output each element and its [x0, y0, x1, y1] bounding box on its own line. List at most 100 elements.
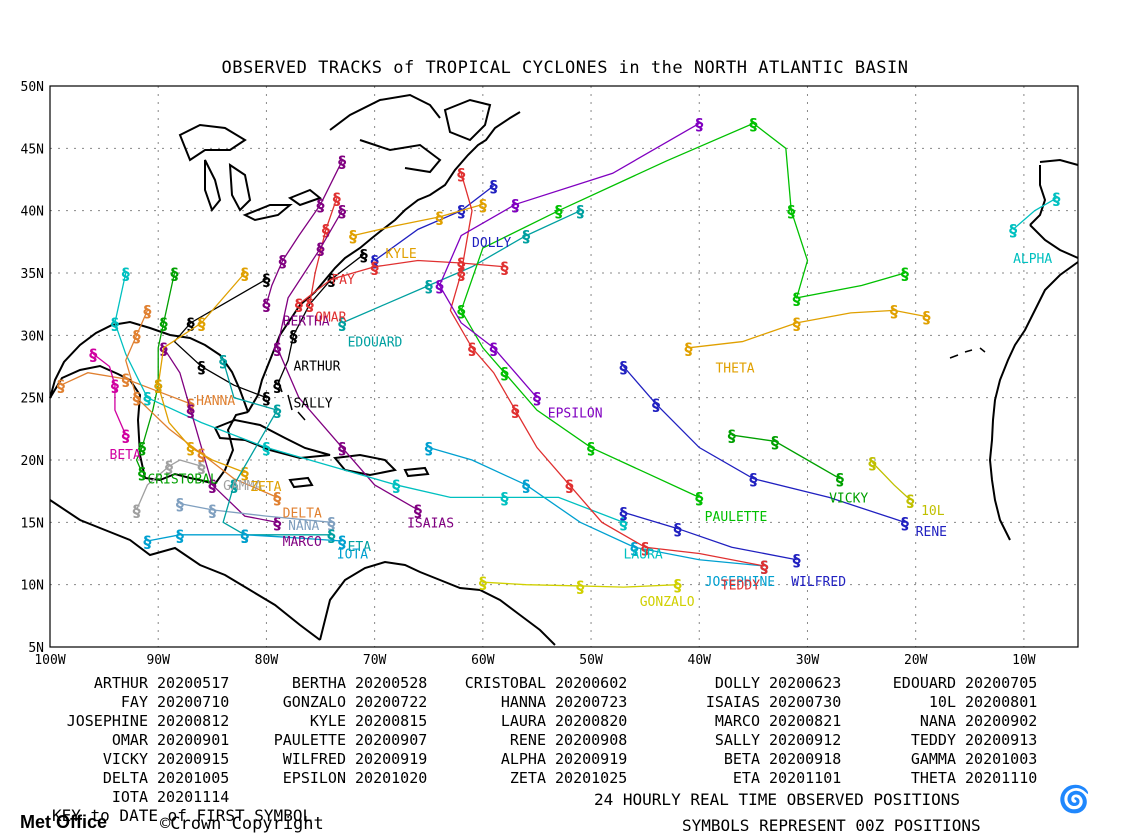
storm-label-wilfred: WILFRED — [791, 575, 846, 590]
key-storm-date: 20201114 — [148, 788, 230, 806]
hispaniola — [333, 453, 398, 477]
position-symbol: § — [436, 208, 444, 227]
position-symbol: § — [923, 308, 931, 327]
track-sally — [173, 278, 267, 399]
position-symbol: § — [749, 114, 757, 133]
key-storm-date: 20200901 — [148, 731, 230, 749]
position-symbol: § — [771, 432, 779, 451]
lat-label: 10N — [21, 579, 44, 594]
key-storm-date: 20200705 — [956, 674, 1038, 692]
key-entry: ETA 20201101 — [664, 769, 841, 787]
hurricane-symbol-key: 🌀 — [1058, 783, 1090, 815]
position-symbol: § — [479, 195, 487, 214]
track-edouard — [341, 210, 581, 324]
position-symbol: § — [787, 202, 795, 221]
position-symbol: § — [695, 114, 703, 133]
storm-label-hanna: HANNA — [196, 394, 235, 409]
key-storm-name: ALPHA — [500, 750, 546, 768]
position-symbol: § — [425, 439, 433, 458]
lat-label: 30N — [21, 329, 44, 344]
key-storm-name: SALLY — [714, 731, 760, 749]
lat-label: 15N — [21, 516, 44, 531]
position-symbol: § — [122, 426, 130, 445]
track-josephine — [428, 446, 765, 567]
key-storm-name: NANA — [919, 712, 956, 730]
position-symbol: § — [338, 152, 346, 171]
position-symbol: § — [219, 351, 227, 370]
lon-label: 50W — [579, 653, 603, 668]
key-storm-date: 20200722 — [346, 693, 428, 711]
position-symbol: § — [133, 501, 141, 520]
position-symbol: § — [143, 389, 151, 408]
position-symbol: § — [901, 264, 909, 283]
key-entry: IOTA 20201114 — [52, 788, 229, 806]
key-storm-name: CRISTOBAL — [464, 674, 546, 692]
storm-label-delta: DELTA — [283, 506, 322, 521]
key-storm-name: ARTHUR — [93, 674, 148, 692]
position-symbol: § — [760, 557, 768, 576]
storm-label-gamma: GAMMA — [223, 479, 262, 494]
key-storm-date: 20200723 — [546, 693, 628, 711]
key-entry: MARCO 20200821 — [664, 712, 841, 730]
key-storm-name: MARCO — [714, 712, 760, 730]
key-entry: KYLE 20200815 — [250, 712, 427, 730]
position-symbol: § — [187, 439, 195, 458]
key-storm-name: HANNA — [500, 693, 546, 711]
key-storm-date: 20200919 — [346, 750, 428, 768]
position-symbol: § — [533, 389, 541, 408]
position-symbol: § — [89, 345, 97, 364]
position-symbol: § — [576, 202, 584, 221]
storm-label-gonzalo: GONZALO — [640, 595, 695, 610]
key-entry: CRISTOBAL 20200602 — [450, 674, 628, 692]
track-hanna — [60, 372, 191, 405]
position-symbol: § — [555, 202, 563, 221]
position-symbol: § — [241, 264, 249, 283]
key-storm-date: 20201110 — [956, 769, 1038, 787]
position-symbol: § — [587, 439, 595, 458]
key-storm-name: TEDDY — [910, 731, 956, 749]
key-storm-date: 20200812 — [148, 712, 230, 730]
position-symbol: § — [289, 326, 297, 345]
key-storm-name: DELTA — [102, 769, 148, 787]
key-entry: ISAIAS 20200730 — [664, 693, 841, 711]
position-symbol: § — [760, 557, 768, 576]
newfoundland — [443, 98, 492, 142]
position-symbol: § — [728, 426, 736, 445]
track-vicky — [731, 434, 841, 480]
storm-label-eta: ETA — [348, 540, 372, 555]
track-isaias — [276, 210, 419, 511]
position-symbol: § — [317, 239, 325, 258]
position-symbol: § — [479, 573, 487, 592]
lon-label: 60W — [471, 653, 495, 668]
position-symbol: § — [208, 501, 216, 520]
key-storm-name: BERTHA — [291, 674, 346, 692]
position-symbol: § — [273, 401, 281, 420]
storm-label-edouard: EDOUARD — [348, 336, 403, 351]
position-symbol: § — [620, 503, 628, 522]
key-entry: EDOUARD 20200705 — [860, 674, 1038, 692]
key-storm-date: 20200730 — [760, 693, 842, 711]
key-storm-date: 20201003 — [956, 750, 1038, 768]
storm-label-josephine: JOSEPHINE — [705, 575, 775, 590]
position-symbol: § — [414, 501, 422, 520]
key-storm-name: DOLLY — [714, 674, 760, 692]
position-symbol: § — [511, 401, 519, 420]
position-symbol: § — [133, 389, 141, 408]
lat-label: 40N — [21, 205, 44, 220]
position-symbol: § — [138, 439, 146, 458]
key-entry: WILFRED 20200919 — [250, 750, 428, 768]
positions-note: 24 HOURLY REAL TIME OBSERVED POSITIONS — [594, 790, 961, 809]
position-symbol: § — [360, 245, 368, 264]
position-symbol: § — [197, 358, 205, 377]
key-storm-date: 20201101 — [760, 769, 842, 787]
position-symbol: § — [868, 453, 876, 472]
position-symbol: § — [641, 538, 649, 557]
position-symbol: § — [122, 370, 130, 389]
key-entry: THETA 20201110 — [860, 769, 1037, 787]
key-storm-date: 20200902 — [956, 712, 1038, 730]
key-storm-name: ISAIAS — [705, 693, 760, 711]
key-entry: LAURA 20200820 — [450, 712, 627, 730]
position-symbol: § — [576, 577, 584, 596]
key-entry: DELTA 20201005 — [52, 769, 229, 787]
position-symbol: § — [273, 488, 281, 507]
